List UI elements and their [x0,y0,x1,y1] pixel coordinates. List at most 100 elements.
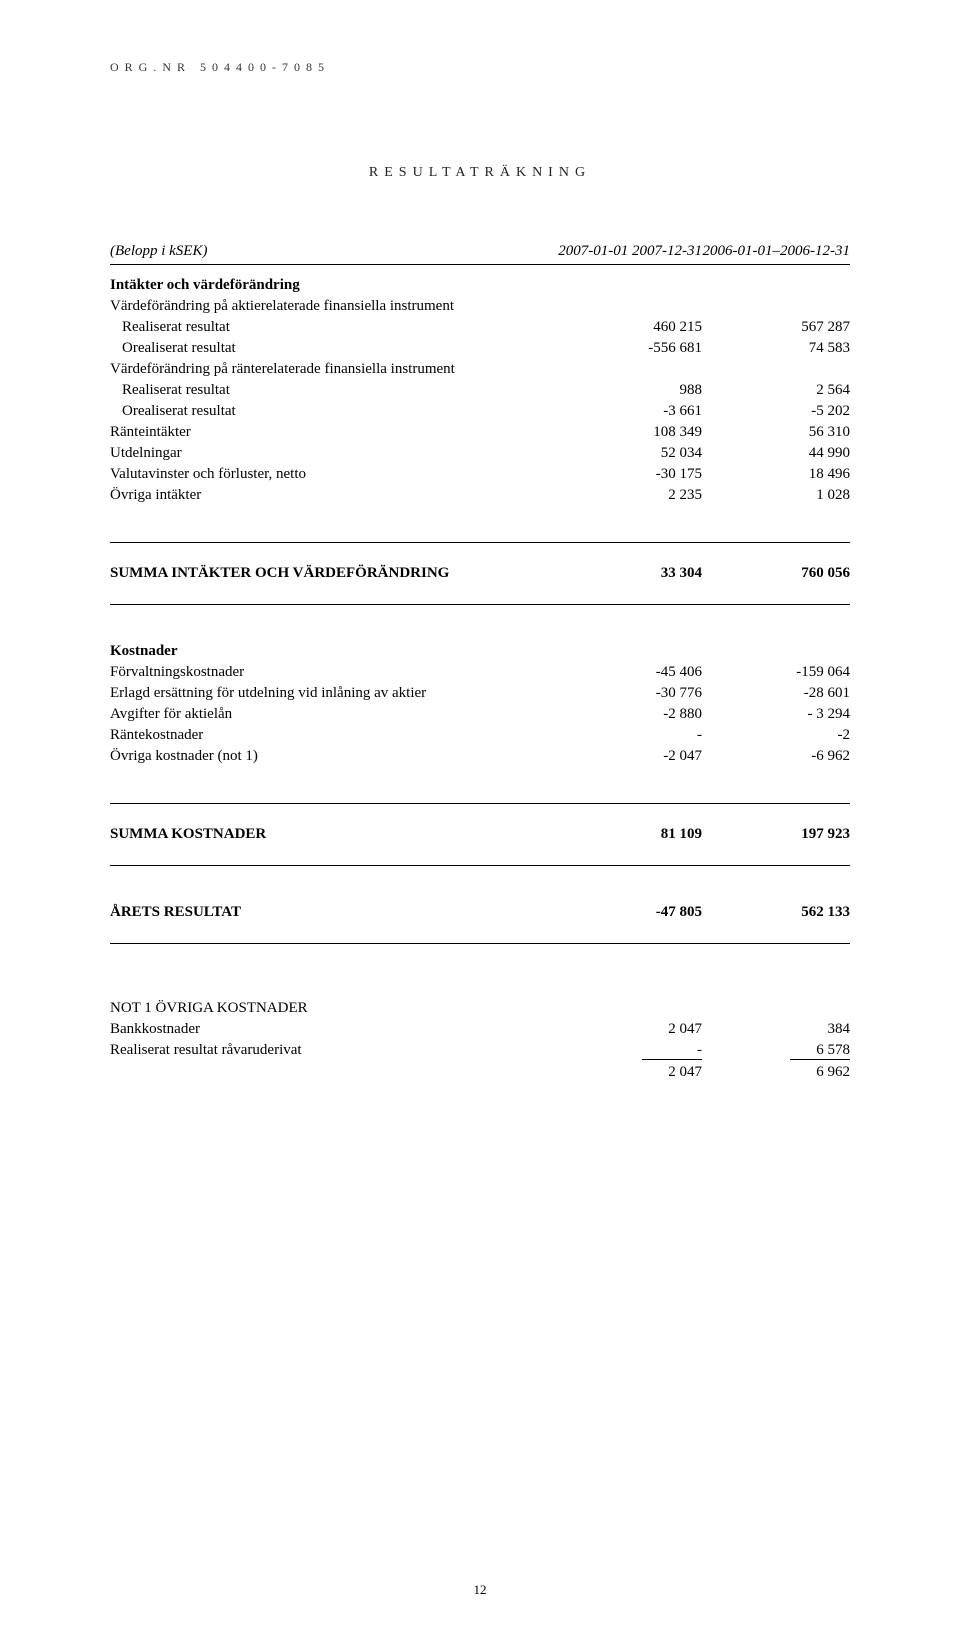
underline-value: 6 578 [790,1042,850,1060]
group-heading-aktie: Värdeförändring på aktierelaterade finan… [110,296,850,317]
table-row: Realiserat resultat 988 2 564 [110,380,850,401]
table-row: Övriga intäkter 2 235 1 028 [110,485,850,506]
row-val-1: - [554,725,702,746]
row-val-2: 56 310 [702,422,850,443]
col-period-1: 2007-01-01 2007-12-31 [554,241,702,262]
row-label: Orealiserat resultat [110,338,554,359]
row-val-1: 2 047 [554,1019,702,1040]
row-val-2: 567 287 [702,317,850,338]
table-row: Ränteintäkter 108 349 56 310 [110,422,850,443]
row-val-2: 6 962 [702,1062,850,1083]
table-row: Bankkostnader 2 047 384 [110,1019,850,1040]
row-val-2: 6 578 [702,1040,850,1062]
row-val-2: 384 [702,1019,850,1040]
note-title: NOT 1 ÖVRIGA KOSTNADER [110,998,850,1019]
row-label: Realiserat resultat [110,380,554,401]
row-label: Förvaltningskostnader [110,662,554,683]
col-period-2: 2006-01-01–2006-12-31 [702,241,850,262]
row-val-2: -6 962 [702,746,850,767]
table-row: Avgifter för aktielån -2 880 - 3 294 [110,704,850,725]
row-label: Ränteintäkter [110,422,554,443]
row-val-1: -3 661 [554,401,702,422]
row-val-2: 18 496 [702,464,850,485]
row-val-2: 44 990 [702,443,850,464]
rule [110,865,850,866]
row-val-2: 1 028 [702,485,850,506]
rule [110,943,850,944]
row-label: Räntekostnader [110,725,554,746]
row-label: Valutavinster och förluster, netto [110,464,554,485]
table-row: Räntekostnader - -2 [110,725,850,746]
row-val-2: 2 564 [702,380,850,401]
section-heading-row: Intäkter och värdeförändring [110,275,850,296]
table-row: Orealiserat resultat -556 681 74 583 [110,338,850,359]
page-number: 12 [0,1582,960,1598]
org-number: ORG.NR 504400-7085 [110,60,850,75]
underline-value: - [642,1042,702,1060]
sum-val-1: 33 304 [554,563,702,584]
sum-val-2: 197 923 [702,824,850,845]
sum-label: SUMMA INTÄKTER OCH VÄRDEFÖRÄNDRING [110,563,554,584]
income-statement-table: (Belopp i kSEK) 2007-01-01 2007-12-31 20… [110,241,850,1083]
column-header-row: (Belopp i kSEK) 2007-01-01 2007-12-31 20… [110,241,850,262]
year-result-row: ÅRETS RESULTAT -47 805 562 133 [110,902,850,923]
table-row: 2 047 6 962 [110,1062,850,1083]
row-label: Övriga kostnader (not 1) [110,746,554,767]
row-val-1: 52 034 [554,443,702,464]
sum-row: SUMMA KOSTNADER 81 109 197 923 [110,824,850,845]
year-result-val-1: -47 805 [554,902,702,923]
rule [110,604,850,605]
row-val-1: 988 [554,380,702,401]
row-label: Utdelningar [110,443,554,464]
section-heading-row: Kostnader [110,641,850,662]
rule [110,803,850,804]
group-heading-row: Värdeförändring på aktierelaterade finan… [110,296,850,317]
row-val-1: - [554,1040,702,1062]
sum-row: SUMMA INTÄKTER OCH VÄRDEFÖRÄNDRING 33 30… [110,563,850,584]
table-row: Övriga kostnader (not 1) -2 047 -6 962 [110,746,850,767]
section-heading: Intäkter och värdeförändring [110,275,850,296]
rule [110,264,850,265]
table-row: Utdelningar 52 034 44 990 [110,443,850,464]
row-label: Erlagd ersättning för utdelning vid inlå… [110,683,554,704]
row-label: Realiserat resultat råvaruderivat [110,1040,554,1062]
row-val-1: -30 175 [554,464,702,485]
sum-val-1: 81 109 [554,824,702,845]
year-result-val-2: 562 133 [702,902,850,923]
page: ORG.NR 504400-7085 RESULTATRÄKNING (Belo… [0,0,960,1634]
row-val-2: -28 601 [702,683,850,704]
year-result-label: ÅRETS RESULTAT [110,902,554,923]
row-label: Orealiserat resultat [110,401,554,422]
table-row: Erlagd ersättning för utdelning vid inlå… [110,683,850,704]
row-val-2: -159 064 [702,662,850,683]
row-val-1: 460 215 [554,317,702,338]
col-label: (Belopp i kSEK) [110,241,554,262]
row-val-1: 2 047 [554,1062,702,1083]
row-label [110,1062,554,1083]
table-row: Förvaltningskostnader -45 406 -159 064 [110,662,850,683]
row-label: Övriga intäkter [110,485,554,506]
note-title-row: NOT 1 ÖVRIGA KOSTNADER [110,998,850,1019]
row-val-1: 108 349 [554,422,702,443]
row-label: Bankkostnader [110,1019,554,1040]
sum-label: SUMMA KOSTNADER [110,824,554,845]
row-val-1: -556 681 [554,338,702,359]
group-heading-row: Värdeförändring på ränterelaterade finan… [110,359,850,380]
table-row: Realiserat resultat råvaruderivat - 6 57… [110,1040,850,1062]
table-row: Orealiserat resultat -3 661 -5 202 [110,401,850,422]
row-val-1: 2 235 [554,485,702,506]
row-label: Realiserat resultat [110,317,554,338]
row-val-2: -5 202 [702,401,850,422]
group-heading-rante: Värdeförändring på ränterelaterade finan… [110,359,850,380]
table-row: Valutavinster och förluster, netto -30 1… [110,464,850,485]
row-val-2: - 3 294 [702,704,850,725]
sum-val-2: 760 056 [702,563,850,584]
row-val-2: -2 [702,725,850,746]
row-val-2: 74 583 [702,338,850,359]
row-val-1: -45 406 [554,662,702,683]
row-label: Avgifter för aktielån [110,704,554,725]
table-row: Realiserat resultat 460 215 567 287 [110,317,850,338]
row-val-1: -2 047 [554,746,702,767]
page-title: RESULTATRÄKNING [110,165,850,181]
row-val-1: -2 880 [554,704,702,725]
